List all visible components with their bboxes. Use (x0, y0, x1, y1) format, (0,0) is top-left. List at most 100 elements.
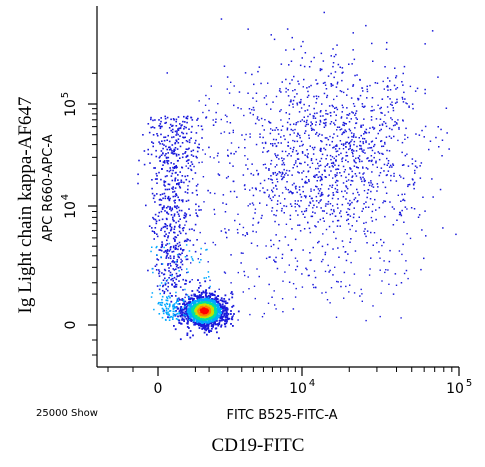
data-point (216, 312, 218, 315)
data-point (279, 171, 281, 174)
data-point (168, 188, 171, 191)
data-point (184, 151, 187, 153)
data-point (192, 155, 195, 157)
data-point (300, 101, 302, 103)
data-point (252, 224, 254, 226)
data-point (177, 174, 179, 176)
data-point (293, 96, 296, 98)
data-point (186, 326, 189, 328)
data-point (166, 148, 168, 151)
data-point (181, 200, 184, 203)
data-point (339, 212, 341, 214)
data-point (314, 225, 316, 227)
data-point (170, 278, 172, 281)
data-point (292, 139, 294, 142)
data-point (169, 262, 171, 265)
data-point (226, 115, 228, 118)
data-point (350, 238, 352, 240)
data-point (389, 89, 392, 91)
data-point (385, 48, 388, 50)
data-point (364, 179, 366, 182)
data-point (353, 134, 355, 137)
data-point (230, 254, 232, 256)
data-point (352, 84, 355, 86)
data-point (181, 311, 184, 314)
data-point (170, 152, 173, 154)
data-point (177, 179, 179, 181)
data-point (181, 299, 183, 301)
data-point (249, 313, 251, 316)
data-point (289, 147, 292, 150)
data-point (412, 107, 414, 110)
data-point (203, 312, 205, 315)
data-point (367, 189, 369, 191)
data-point (245, 133, 247, 136)
data-point (336, 95, 338, 97)
data-point (351, 180, 354, 182)
data-point (363, 149, 365, 151)
data-point (149, 162, 151, 164)
data-point (167, 152, 169, 154)
data-point (336, 44, 338, 46)
data-point (178, 199, 181, 201)
data-point (194, 250, 197, 253)
data-point (244, 147, 246, 149)
data-point (329, 135, 331, 138)
data-point (161, 193, 164, 195)
data-point (302, 190, 304, 193)
data-point (276, 178, 278, 180)
data-point (222, 194, 225, 196)
data-point (175, 261, 177, 263)
data-point (163, 225, 166, 228)
data-point (230, 313, 232, 315)
data-point (152, 126, 154, 128)
data-point (185, 306, 188, 309)
data-point (332, 48, 334, 50)
data-point (203, 309, 206, 312)
data-point (331, 212, 334, 215)
data-point (165, 299, 168, 302)
data-point (196, 297, 199, 300)
data-point (170, 265, 172, 267)
data-point (200, 291, 203, 294)
data-point (190, 150, 193, 153)
data-point (188, 147, 190, 150)
data-point (355, 112, 357, 115)
data-point (362, 90, 364, 92)
data-point (217, 152, 219, 155)
data-point (313, 175, 315, 178)
data-point (354, 127, 356, 129)
data-point (164, 210, 166, 212)
data-point (230, 152, 232, 154)
data-point (381, 280, 383, 282)
data-point (186, 334, 189, 336)
data-point (197, 117, 199, 120)
data-point (372, 60, 374, 62)
data-point (166, 175, 168, 177)
data-point (176, 132, 178, 134)
data-point (276, 188, 278, 190)
data-point (153, 238, 155, 240)
data-point (284, 271, 286, 273)
data-point (424, 92, 426, 95)
data-point (360, 178, 362, 180)
data-point (385, 136, 388, 138)
data-point (230, 318, 233, 320)
data-point (370, 231, 372, 234)
data-point (192, 311, 195, 314)
data-point (156, 245, 158, 248)
data-point (205, 292, 208, 294)
data-point (347, 223, 350, 225)
data-point (281, 163, 283, 166)
data-point (369, 84, 371, 87)
data-point (249, 203, 251, 205)
data-point (167, 162, 169, 165)
data-point (320, 157, 323, 160)
data-point (373, 127, 376, 129)
data-point (392, 163, 394, 165)
data-point (322, 258, 324, 261)
data-point (319, 188, 322, 190)
data-point (290, 155, 292, 157)
data-point (200, 209, 202, 211)
data-point (330, 208, 333, 211)
